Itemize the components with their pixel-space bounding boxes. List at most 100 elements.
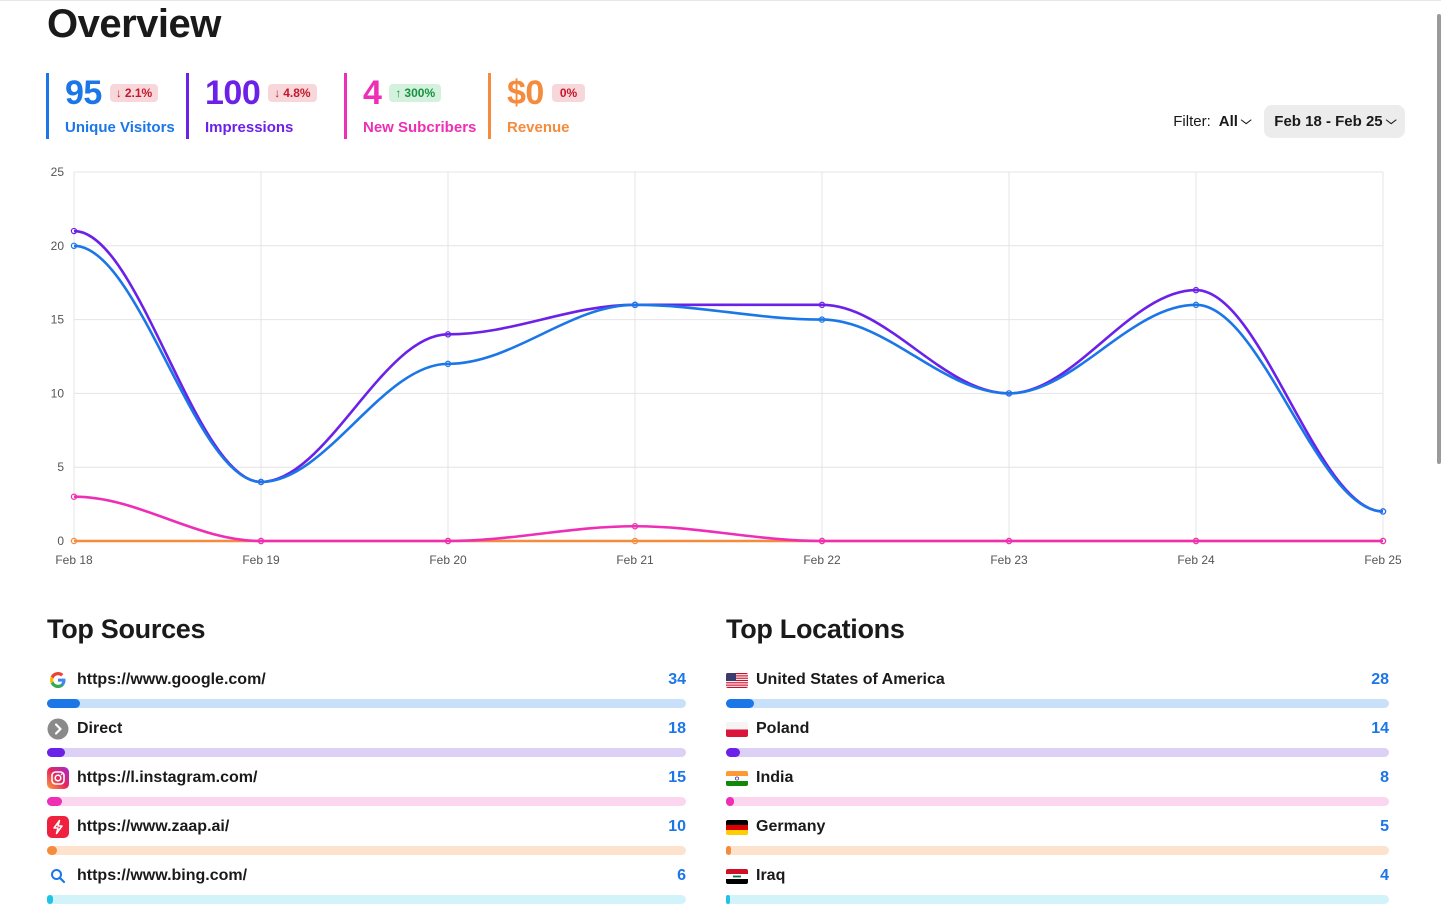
series-point bbox=[1192, 301, 1200, 309]
series-point bbox=[444, 331, 452, 338]
location-label: Iraq bbox=[756, 867, 786, 884]
location-count: 5 bbox=[1380, 818, 1389, 835]
stat-label: Unique Visitors bbox=[65, 119, 175, 136]
source-bar-track bbox=[47, 797, 686, 806]
location-row[interactable]: India 8 bbox=[726, 764, 1389, 813]
stat-unique-visitors: 95 ↓ 2.1% Unique Visitors bbox=[46, 73, 186, 139]
filter-bar: Filter: All ⌵ Feb 18 - Feb 25 ⌵ bbox=[1173, 105, 1405, 138]
y-tick-label: 10 bbox=[51, 386, 65, 400]
location-count: 8 bbox=[1380, 769, 1389, 786]
stat-new-subscribers: 4 ↑ 300% New Subcribers bbox=[344, 73, 488, 139]
stat-label: New Subcribers bbox=[363, 119, 477, 136]
location-label: India bbox=[756, 769, 794, 786]
source-bar-track bbox=[47, 748, 686, 757]
series-point bbox=[1379, 537, 1387, 545]
location-count: 14 bbox=[1371, 720, 1389, 737]
stat-change-badge: ↓ 2.1% bbox=[109, 84, 159, 102]
location-count: 28 bbox=[1371, 671, 1389, 688]
source-row[interactable]: https://www.bing.com/6 bbox=[47, 862, 686, 911]
x-tick-label: Feb 20 bbox=[429, 553, 467, 567]
poland-flag-icon bbox=[726, 721, 748, 737]
filter-dropdown[interactable]: All ⌵ bbox=[1218, 113, 1252, 130]
stat-label: Impressions bbox=[205, 119, 294, 136]
zaap-icon bbox=[47, 816, 69, 838]
bing-search-icon bbox=[47, 865, 69, 887]
date-range-value: Feb 18 - Feb 25 bbox=[1274, 113, 1383, 130]
source-bar-track bbox=[47, 699, 686, 708]
page-title: Overview bbox=[47, 2, 221, 46]
date-range-dropdown[interactable]: Feb 18 - Feb 25 ⌵ bbox=[1264, 105, 1405, 138]
stat-change-text: 300% bbox=[404, 86, 436, 100]
source-bar-fill bbox=[47, 748, 65, 757]
filter-label: Filter: bbox=[1173, 113, 1211, 130]
stat-change-badge: 0% bbox=[551, 84, 586, 102]
x-tick-label: Feb 23 bbox=[990, 553, 1028, 567]
series-point bbox=[1192, 286, 1200, 294]
location-row[interactable]: Iraq 4 bbox=[726, 862, 1389, 911]
location-bar-track bbox=[726, 699, 1389, 708]
source-row[interactable]: Direct 18 bbox=[47, 715, 686, 764]
overview-line-chart: 0 5 10 15 20 25 Feb 18 Feb 19 Feb 20 Feb 21 Feb 22… bbox=[51, 165, 1402, 567]
series-point bbox=[631, 537, 639, 545]
stat-change-badge: ↓ 4.8% bbox=[268, 84, 317, 102]
source-bar-track bbox=[47, 846, 686, 855]
series-point bbox=[631, 301, 639, 309]
location-bar-track bbox=[726, 797, 1389, 806]
location-row[interactable]: Poland 14 bbox=[726, 715, 1389, 764]
series-point bbox=[818, 316, 826, 323]
series-point bbox=[70, 493, 78, 500]
stat-label: Revenue bbox=[507, 119, 570, 136]
arrow-down-icon: ↓ bbox=[115, 86, 122, 100]
x-tick-label: Feb 25 bbox=[1364, 553, 1402, 567]
chevron-down-icon: ⌵ bbox=[1385, 115, 1397, 127]
source-label: https://www.google.com/ bbox=[77, 671, 266, 688]
source-bar-fill bbox=[47, 699, 81, 708]
location-row[interactable]: United States of America 28 bbox=[726, 666, 1389, 715]
filter-value: All bbox=[1218, 113, 1238, 130]
series-point bbox=[444, 537, 452, 545]
source-bar-fill bbox=[47, 797, 62, 806]
top-sources-list: https://www.google.com/34 Direct 18 https:/… bbox=[47, 666, 686, 911]
source-row[interactable]: https://l.instagram.com/15 bbox=[47, 764, 686, 813]
stat-value: $0 bbox=[507, 73, 544, 112]
location-bar-fill bbox=[726, 846, 732, 855]
x-tick-label: Feb 24 bbox=[1177, 553, 1215, 567]
stat-revenue: $0 0% Revenue bbox=[488, 73, 608, 139]
source-row[interactable]: https://www.zaap.ai/10 bbox=[47, 813, 686, 862]
series-point bbox=[1192, 537, 1200, 545]
y-tick-label: 0 bbox=[57, 534, 64, 548]
location-label: United States of America bbox=[756, 671, 945, 688]
x-tick-label: Feb 18 bbox=[55, 553, 93, 567]
series-point bbox=[818, 301, 826, 309]
location-row[interactable]: Germany 5 bbox=[726, 813, 1389, 862]
source-count: 18 bbox=[668, 720, 686, 737]
stat-value: 95 bbox=[65, 73, 102, 112]
top-divider bbox=[0, 0, 1441, 1]
location-bar-fill bbox=[726, 797, 734, 806]
top-locations-list: United States of America 28 Poland 14 India 8… bbox=[726, 666, 1389, 911]
series-point bbox=[818, 537, 826, 545]
location-bar-fill bbox=[726, 748, 740, 757]
source-row[interactable]: https://www.google.com/34 bbox=[47, 666, 686, 715]
top-sources-title: Top Sources bbox=[47, 614, 206, 644]
series-point bbox=[444, 360, 452, 368]
series-point bbox=[70, 537, 78, 545]
source-bar-fill bbox=[47, 895, 53, 904]
x-tick-label: Feb 21 bbox=[616, 553, 654, 567]
page-scrollbar[interactable] bbox=[1437, 14, 1441, 464]
source-label: https://l.instagram.com/ bbox=[77, 769, 258, 786]
series-line bbox=[73, 244, 1384, 513]
y-tick-label: 15 bbox=[51, 313, 65, 327]
stat-change-badge: ↑ 300% bbox=[389, 84, 442, 102]
source-count: 15 bbox=[668, 769, 686, 786]
arrow-down-icon: ↓ bbox=[274, 86, 281, 100]
stat-value: 100 bbox=[205, 73, 261, 112]
location-count: 4 bbox=[1380, 867, 1389, 884]
source-label: Direct bbox=[77, 720, 123, 737]
stat-change-text: 4.8% bbox=[283, 86, 311, 100]
series-point bbox=[631, 523, 639, 530]
germany-flag-icon bbox=[726, 819, 748, 835]
location-bar-track bbox=[726, 895, 1389, 904]
y-tick-label: 5 bbox=[57, 460, 64, 474]
stats-row: 95 ↓ 2.1% Unique Visitors 100 ↓ 4.8% Impre… bbox=[46, 73, 608, 139]
